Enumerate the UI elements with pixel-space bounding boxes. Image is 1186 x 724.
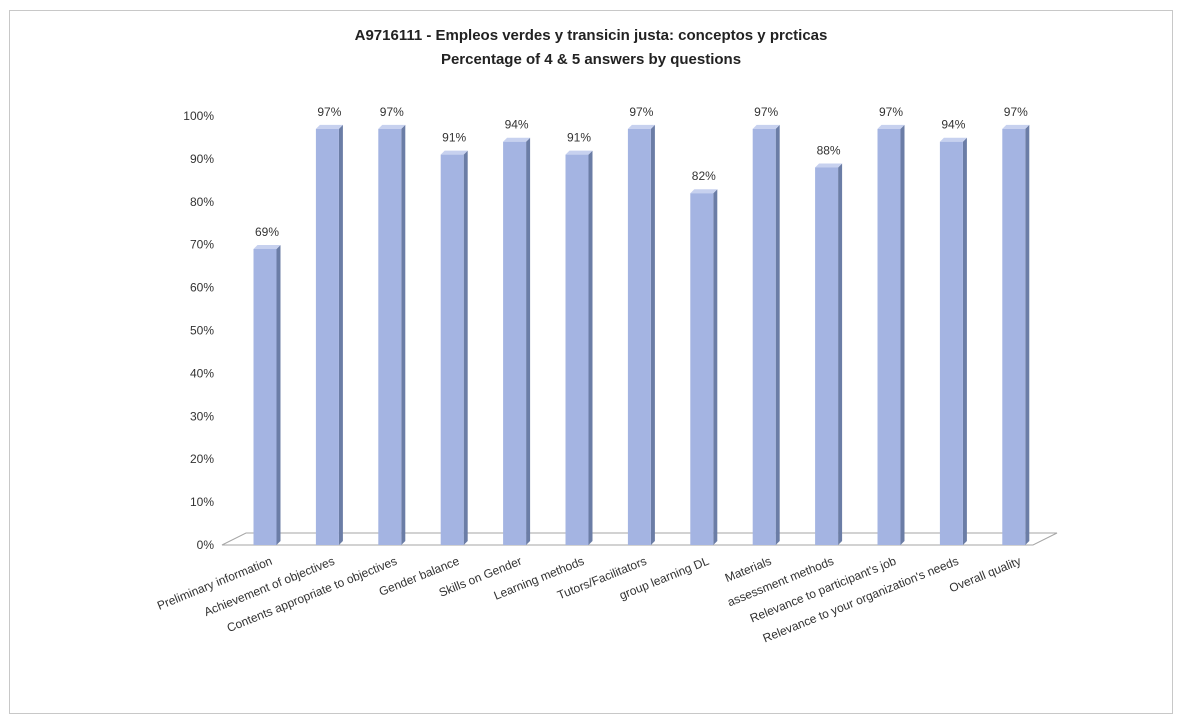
bar [253,248,277,546]
bar-top [503,137,531,142]
data-label: 97% [1004,105,1028,119]
bar-side [838,163,843,546]
data-label: 94% [505,118,529,132]
bar [503,141,527,546]
y-tick-label: 0% [197,538,215,552]
data-label: 91% [442,131,466,145]
data-label: 94% [941,118,965,132]
x-tick-label: Overall quality [947,554,1023,595]
y-tick-label: 90% [190,152,214,166]
bar-top [565,150,593,155]
bar [939,141,963,546]
bar [1002,128,1026,545]
bar-top [877,124,905,129]
bar [815,167,839,546]
y-tick-label: 20% [190,452,214,466]
bar [378,128,402,545]
bar-side [463,150,468,546]
bar-top [939,137,967,142]
bar-side [650,124,655,546]
bar-top [315,124,343,129]
bar [565,154,589,546]
data-label: 82% [692,169,716,183]
bar-top [440,150,468,155]
bar-side [276,244,281,546]
bar [627,128,651,545]
y-tick-label: 40% [190,366,214,380]
y-tick-label: 70% [190,238,214,252]
bar-top [1002,124,1030,129]
bar [752,128,776,545]
bar-top [690,189,718,194]
data-label: 97% [317,105,341,119]
y-tick-label: 100% [183,109,214,123]
bar-side [900,124,905,546]
y-tick-label: 30% [190,409,214,423]
data-label: 97% [629,105,653,119]
y-tick-label: 60% [190,281,214,295]
data-label: 97% [380,105,404,119]
data-label: 91% [567,131,591,145]
bar-side [526,137,531,546]
bar-side [588,150,593,546]
bar-top [752,124,780,129]
data-label: 97% [879,105,903,119]
data-label: 88% [817,143,841,157]
data-label: 69% [255,225,279,239]
bar-top [253,244,281,249]
y-tick-label: 50% [190,324,214,338]
bar [315,128,339,545]
bar-top [627,124,655,129]
bar-side [775,124,780,546]
bar [877,128,901,545]
bar-side [401,124,406,546]
bar-side [1025,124,1030,546]
bar-side [338,124,343,546]
bar-top [815,163,843,168]
bar-top [378,124,406,129]
chart-subtitle: Percentage of 4 & 5 answers by questions [440,51,742,68]
chart-title: A9716111 - Empleos verdes y transicin ju… [354,27,828,44]
y-tick-label: 10% [190,495,214,509]
y-tick-label: 80% [190,195,214,209]
bar [440,154,464,546]
bar-side [962,137,967,546]
data-label: 97% [754,105,778,119]
bar-side [713,189,718,545]
bar [690,193,714,545]
